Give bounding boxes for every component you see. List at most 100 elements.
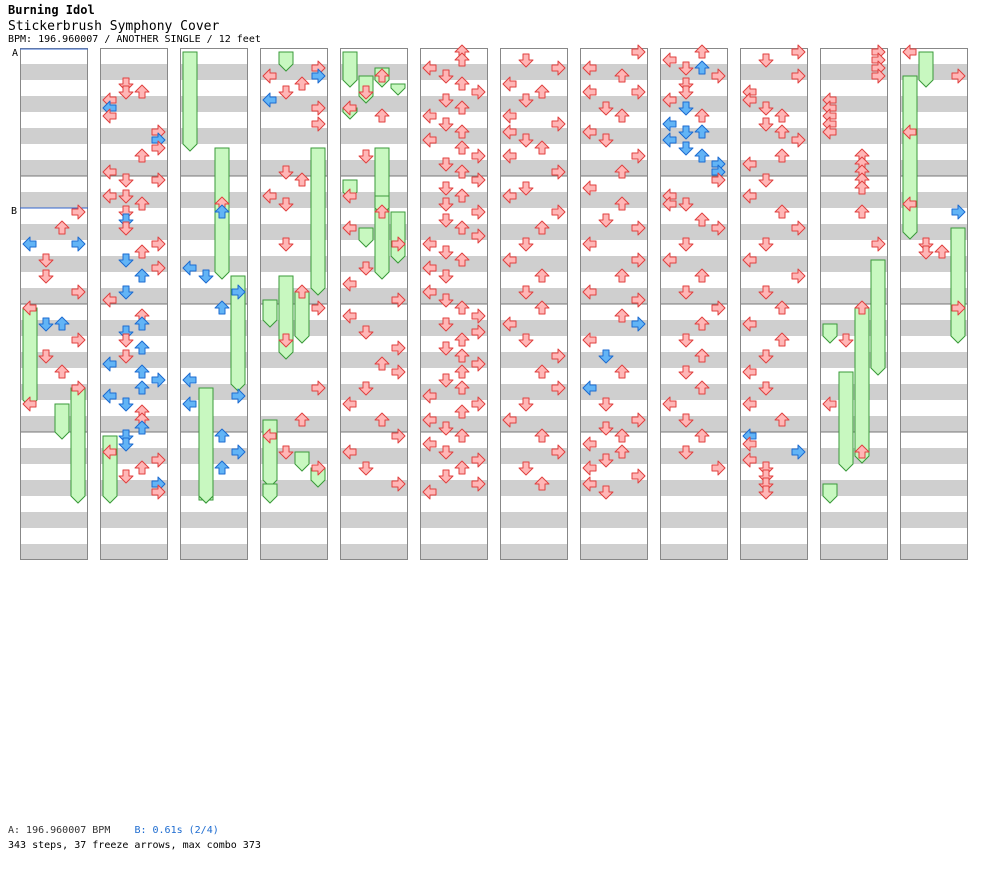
stripe <box>500 384 568 400</box>
stripe <box>340 256 408 272</box>
step-arrow-up <box>614 364 630 379</box>
step-arrow-right <box>551 116 566 132</box>
step-arrow-left <box>262 428 277 444</box>
step-arrow-down <box>918 237 934 252</box>
stripe <box>500 480 568 496</box>
column-border <box>580 48 648 560</box>
stripe <box>180 160 248 176</box>
step-arrow-right <box>791 132 806 148</box>
step-arrow-left <box>102 292 117 308</box>
step-arrow-left <box>422 284 437 300</box>
column-border <box>420 48 488 560</box>
chart-column <box>420 48 488 560</box>
step-arrow-right <box>151 484 166 500</box>
step-arrow-down <box>438 245 454 260</box>
stripe <box>420 384 488 400</box>
step-arrow-right <box>471 172 486 188</box>
step-arrow-down <box>758 485 774 500</box>
step-arrow-right <box>471 148 486 164</box>
stripe <box>100 96 168 112</box>
step-arrow-up <box>454 188 470 203</box>
step-arrow-right <box>551 348 566 364</box>
step-arrow-down <box>118 469 134 484</box>
stripe <box>100 512 168 528</box>
stripe <box>580 512 648 528</box>
step-arrow-left <box>582 476 597 492</box>
stripe <box>660 256 728 272</box>
step-arrow-down <box>598 421 614 436</box>
step-arrow-down <box>278 85 294 100</box>
step-arrow-left <box>102 388 117 404</box>
step-arrow-left <box>422 60 437 76</box>
step-arrow-left <box>662 52 677 68</box>
step-arrow-right <box>151 172 166 188</box>
step-arrow-down <box>278 445 294 460</box>
step-arrow-up <box>454 364 470 379</box>
freeze-arrow <box>294 451 310 472</box>
stripe <box>740 224 808 240</box>
step-arrow-up <box>694 380 710 395</box>
step-arrow-down <box>518 53 534 68</box>
step-arrow-down <box>438 445 454 460</box>
step-arrow-down <box>118 189 134 204</box>
step-arrow-left <box>342 276 357 292</box>
step-arrow-up <box>934 244 950 259</box>
stripe <box>660 352 728 368</box>
stripe <box>340 288 408 304</box>
stripe <box>660 192 728 208</box>
step-arrow-right <box>311 380 326 396</box>
step-arrow-left <box>742 364 757 380</box>
stripe <box>420 160 488 176</box>
stripe <box>740 512 808 528</box>
column-border <box>660 48 728 560</box>
stripe <box>340 544 408 560</box>
step-arrow-right <box>551 380 566 396</box>
step-arrow-down <box>678 125 694 140</box>
stripe <box>100 384 168 400</box>
stripe <box>580 224 648 240</box>
step-arrow-right <box>631 292 646 308</box>
step-arrow-down <box>358 381 374 396</box>
step-arrow-up <box>454 220 470 235</box>
stripe <box>660 128 728 144</box>
stripe <box>740 128 808 144</box>
stripe <box>420 512 488 528</box>
step-arrow-up <box>454 164 470 179</box>
step-arrow-up <box>134 420 150 435</box>
step-arrow-left <box>662 92 677 108</box>
step-arrow-down <box>678 445 694 460</box>
stripe <box>660 384 728 400</box>
step-arrow-left <box>662 196 677 212</box>
step-arrow-up <box>214 460 230 475</box>
step-arrow-right <box>471 396 486 412</box>
step-arrow-left <box>822 396 837 412</box>
step-arrow-up <box>614 444 630 459</box>
stripe <box>740 192 808 208</box>
step-arrow-up <box>614 308 630 323</box>
step-arrow-up <box>694 60 710 75</box>
stripe <box>740 416 808 432</box>
stripe <box>500 160 568 176</box>
step-arrow-down <box>678 365 694 380</box>
step-arrow-up <box>454 52 470 67</box>
stripe <box>180 480 248 496</box>
step-arrow-down <box>598 133 614 148</box>
stripe <box>340 352 408 368</box>
step-arrow-right <box>471 308 486 324</box>
stripe <box>500 288 568 304</box>
step-arrow-left <box>22 300 37 316</box>
step-arrow-left <box>902 44 917 60</box>
stripe <box>260 128 328 144</box>
stripe <box>580 160 648 176</box>
step-arrow-right <box>551 60 566 76</box>
step-arrow-up <box>134 460 150 475</box>
step-arrow-down <box>358 261 374 276</box>
column-border <box>500 48 568 560</box>
step-arrow-down <box>438 181 454 196</box>
stripe <box>660 288 728 304</box>
step-arrow-up <box>694 124 710 139</box>
stripe <box>580 352 648 368</box>
step-arrow-up <box>294 284 310 299</box>
step-arrow-left <box>742 396 757 412</box>
stripe <box>500 256 568 272</box>
